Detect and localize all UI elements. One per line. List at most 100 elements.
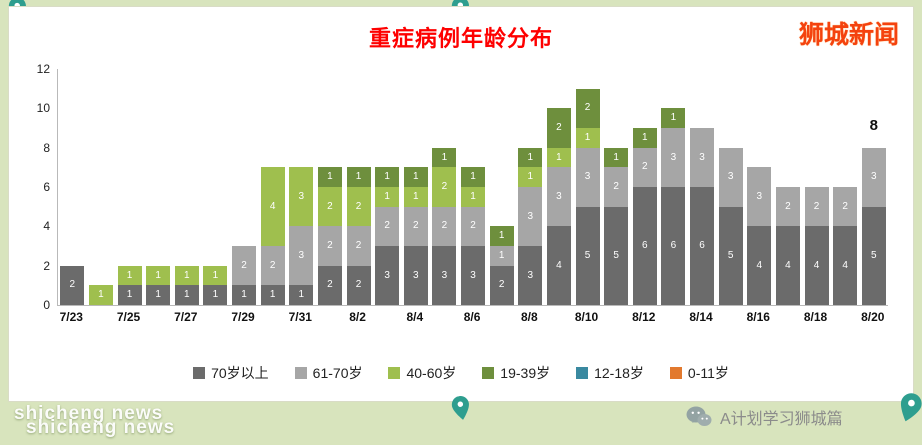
legend-swatch [669,367,682,379]
x-tick-label [544,310,573,324]
bar-segment: 3 [518,187,543,246]
bar-segment: 3 [518,246,543,305]
bar-segment: 1 [346,167,371,188]
x-tick-label [429,310,458,324]
x-tick-label: 7/29 [231,310,255,324]
bar-column: 1 [87,69,116,305]
legend-label: 70岁以上 [211,365,269,381]
bar-segment: 1 [403,167,428,188]
bar-segment: 2 [432,206,457,246]
bar-segment: 1 [260,285,285,305]
x-tick-label: 8/18 [803,310,828,324]
bar-segment: 3 [661,128,686,187]
bar-segment: 2 [775,187,800,227]
bar-segment: 3 [861,147,886,207]
y-tick-label: 4 [43,219,50,234]
y-tick-label: 8 [43,140,50,155]
x-tick-label [601,310,630,324]
legend-label: 40-60岁 [406,365,457,381]
bar-total-annotation: 8 [869,116,878,134]
bar-segment: 2 [833,187,858,227]
legend-swatch [294,367,307,379]
legend: 70岁以上 61-70岁 40-60岁 19-39岁 12-18岁 0-11岁 [9,363,913,383]
bar-segment: 2 [346,187,371,227]
legend-item: 0-11岁 [669,363,729,383]
bar-segment: 6 [690,187,715,305]
bar-segment: 1 [375,167,400,188]
bar-segment: 4 [833,226,858,305]
bar-segment: 2 [804,187,829,227]
x-tick-label: 7/31 [288,310,312,324]
bar-segment: 1 [146,285,171,305]
bar-segment: 4 [747,226,772,305]
x-tick-label: 7/23 [59,310,83,324]
bar-segment: 2 [375,206,400,246]
bar-segment: 1 [88,285,113,305]
x-tick-label [257,310,286,324]
pushpin-icon [451,396,469,420]
y-tick-label: 2 [43,258,50,273]
bar-segment: 1 [604,147,629,168]
x-axis: 7/23 7/25 7/27 7/29 7/31 8/2 8/4 8/6 8/8 8/10 8/12… [57,310,887,324]
bar-segment: 2 [60,265,85,305]
bar-segment: 2 [632,147,657,187]
legend-label: 0-11岁 [687,365,729,381]
bar-segment: 1 [461,187,486,207]
x-tick-label: 8/10 [574,310,599,324]
legend-item: 12-18岁 [576,363,644,383]
bar-segment: 6 [632,187,657,305]
watermark-text: shicheng news [14,403,164,424]
x-tick-label: 7/27 [174,310,198,324]
x-tick-label [86,310,115,324]
bar-segment: 4 [546,226,571,305]
bar-segment: 3 [575,147,600,207]
bar-segment: 1 [146,265,171,286]
legend-swatch [482,367,495,379]
x-tick-label [315,310,344,324]
bar-segment: 1 [489,246,514,266]
bar-segment: 2 [575,88,600,129]
y-tick-label: 12 [36,62,50,76]
x-tick-label [773,310,802,324]
legend-label: 12-18岁 [594,365,644,381]
bar-segment: 5 [575,206,600,305]
x-tick-label [715,310,744,324]
bar-segment: 3 [375,246,400,305]
bar-segment: 1 [203,265,228,286]
legend-label: 61-70岁 [312,365,363,381]
legend-swatch [388,367,401,379]
bar-segment: 3 [747,167,772,227]
footer-account: A计划学习狮城篇 [686,405,843,429]
x-tick-label: 8/14 [689,310,713,324]
x-tick-label: 8/20 [861,310,885,324]
x-tick-label [200,310,229,324]
bar-segment: 1 [489,226,514,247]
legend-item: 61-70岁 [294,363,363,383]
bar-segment: 1 [632,128,657,148]
bar-segment: 1 [117,265,142,286]
bar-segment: 1 [375,187,400,207]
bar-segment: 1 [289,285,314,305]
bar-segment: 1 [174,285,199,305]
pushpin-icon [900,393,922,422]
x-tick-label: 8/2 [349,310,366,324]
footer-account-label: A计划学习狮城篇 [720,411,843,428]
bar-segment: 2 [432,167,457,207]
